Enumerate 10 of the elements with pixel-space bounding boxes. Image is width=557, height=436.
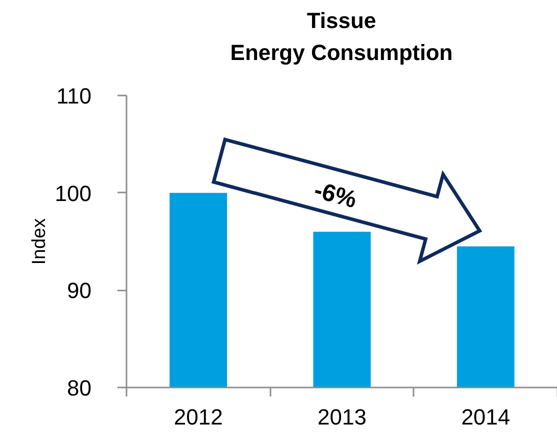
y-tick-label: 80	[67, 376, 92, 400]
y-tick-label: 110	[56, 84, 92, 108]
x-tick-label: 2013	[318, 404, 366, 430]
x-tick-label: 2012	[174, 404, 223, 430]
y-tick-label: 90	[67, 278, 92, 304]
y-tick-label: 100	[54, 180, 92, 206]
annotation: -6%	[311, 176, 360, 214]
chart-title: Tissue Energy Consumption	[230, 7, 453, 67]
x-tick-label: 2014	[461, 404, 510, 430]
y-axis-title: Index	[28, 218, 50, 265]
